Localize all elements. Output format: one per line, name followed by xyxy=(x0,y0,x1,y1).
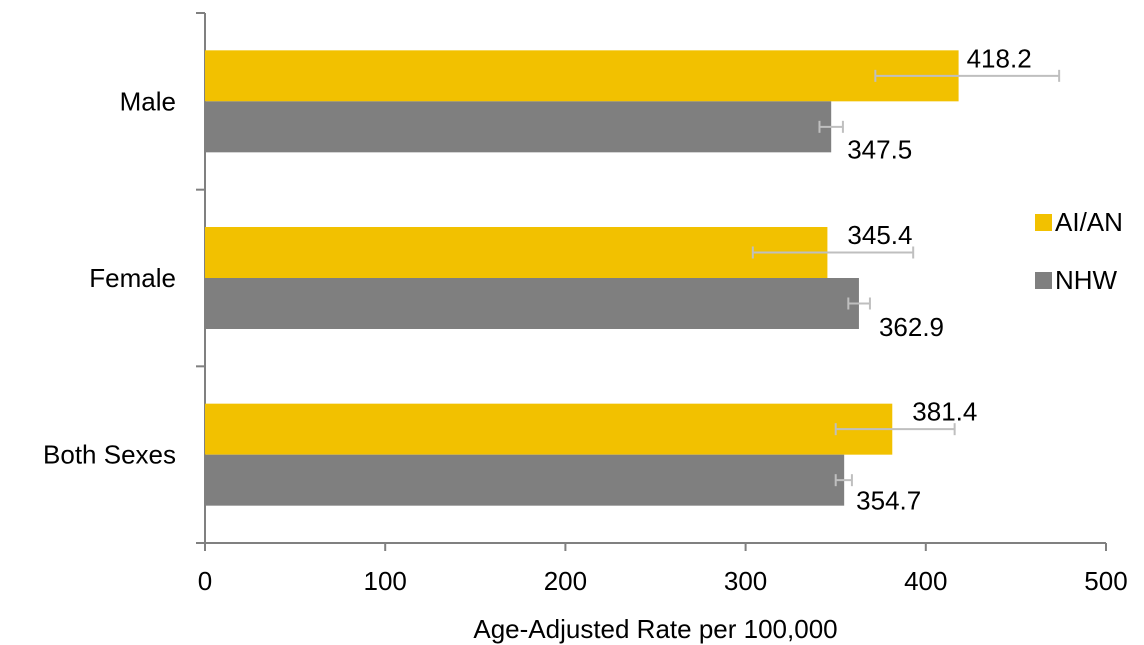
legend-label: NHW xyxy=(1055,265,1118,295)
bar-ai-an xyxy=(205,50,959,102)
x-tick-label: 200 xyxy=(544,566,587,596)
x-tick-label: 0 xyxy=(198,566,212,596)
bar-ai-an xyxy=(205,227,828,278)
data-label: 362.9 xyxy=(879,312,944,342)
data-label: 354.7 xyxy=(856,486,921,516)
data-label: 381.4 xyxy=(912,397,977,427)
x-tick-label: 400 xyxy=(904,566,947,596)
x-tick-label: 100 xyxy=(364,566,407,596)
x-axis-title: Age-Adjusted Rate per 100,000 xyxy=(473,614,837,644)
x-tick-label: 500 xyxy=(1084,566,1127,596)
x-tick-label: 300 xyxy=(724,566,767,596)
bar-nhw xyxy=(205,454,845,506)
legend: AI/AN NHW xyxy=(1035,207,1123,295)
category-label: Male xyxy=(120,86,176,116)
error-bars xyxy=(751,69,1061,487)
legend-swatch xyxy=(1035,272,1052,289)
category-label: Both Sexes xyxy=(43,440,176,470)
legend-label: AI/AN xyxy=(1055,207,1123,237)
bar-ai-an xyxy=(205,403,893,455)
data-labels: 418.2 347.5 345.4 362.9 381.4 354.7 xyxy=(847,43,1031,515)
category-labels: Male Female Both Sexes xyxy=(43,86,176,469)
data-label: 345.4 xyxy=(847,220,912,250)
x-tick-labels: 0 100 200 300 400 500 xyxy=(198,566,1128,596)
data-label: 347.5 xyxy=(847,134,912,164)
bar-nhw xyxy=(205,278,859,329)
legend-swatch xyxy=(1035,214,1052,231)
bar-nhw xyxy=(205,101,832,153)
data-label: 418.2 xyxy=(967,43,1032,73)
category-label: Female xyxy=(89,263,176,293)
bars xyxy=(205,50,959,506)
